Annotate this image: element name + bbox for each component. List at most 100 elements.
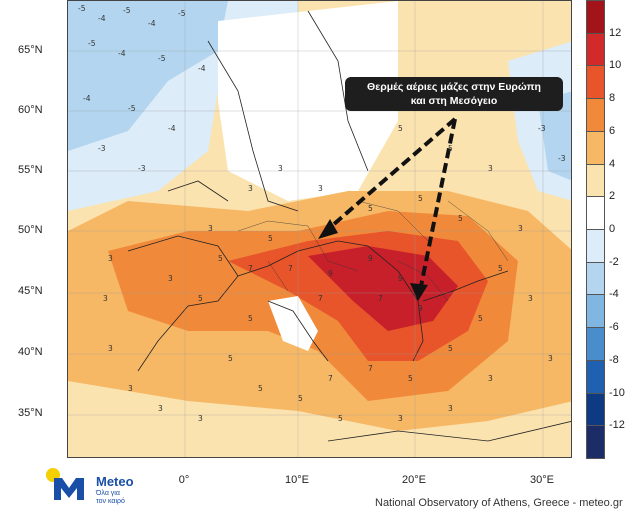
footer-credit: National Observatory of Athens, Greece -… xyxy=(375,497,623,509)
contour-value-label: 5 xyxy=(478,314,483,323)
contour-value-label: 3 xyxy=(248,184,253,193)
contour-value-label: 3 xyxy=(548,354,553,363)
hot-core-balkans xyxy=(308,246,458,331)
contour-value-label: 3 xyxy=(108,254,113,263)
logo-name: Meteo xyxy=(96,474,134,489)
arrow-to-central-europe xyxy=(324,117,457,233)
legend-label: 10 xyxy=(609,59,622,72)
contour-value-labels: -5 -4 -5 -4 -5 -5 -4 -5 -4 -4 -5 -4 -3 -3 3 3 3 3 3 3 3 5 5 7 5 7… xyxy=(78,4,566,423)
legend-swatch xyxy=(586,163,605,198)
meteo-logo: Meteo Όλα για τον καιρό xyxy=(44,466,154,506)
contour-value-label: 5 xyxy=(368,204,373,213)
annotation-box: Θερμές αέριες μάζες στην Ευρώπη και στη … xyxy=(345,77,563,111)
contour-value-label: 5 xyxy=(448,344,453,353)
legend-swatch xyxy=(586,0,605,34)
legend-label: -8 xyxy=(609,353,619,366)
contour-value-label: 5 xyxy=(498,264,503,273)
contour-value-label: 3 xyxy=(108,344,113,353)
map-canvas: -5 -4 -5 -4 -5 -5 -4 -5 -4 -4 -5 -4 -3 -3 3 3 3 3 3 3 3 5 5 7 5 7… xyxy=(68,1,571,457)
legend-label: 0 xyxy=(609,223,616,235)
contour-value-label: 7 xyxy=(378,294,383,303)
logo-tagline: Όλα για τον καιρό xyxy=(96,490,136,506)
contour-value-label: 7 xyxy=(368,364,373,373)
contour-value-label: 5 xyxy=(228,354,233,363)
contour-value-label: 5 xyxy=(218,254,223,263)
contour-value-label: 3 xyxy=(398,414,403,423)
contour-value-label: -3 xyxy=(138,164,146,173)
contour-value-label: 3 xyxy=(103,294,108,303)
contour-value-label: -4 xyxy=(168,124,176,133)
contour-value-label: -3 xyxy=(558,154,566,163)
logo-tagline-line-2: τον καιρό xyxy=(96,498,125,505)
contour-value-label: 5 xyxy=(338,414,343,423)
legend-swatch xyxy=(586,261,605,296)
contour-value-label: 3 xyxy=(278,164,283,173)
contour-value-label: 3 xyxy=(318,184,323,193)
legend-swatch xyxy=(586,327,605,361)
lon-label-20e: 20°E xyxy=(402,474,426,486)
legend-swatch xyxy=(586,130,605,165)
legend-label: -6 xyxy=(609,321,619,334)
contour-value-label: 5 xyxy=(408,374,413,383)
cool-anomaly-core xyxy=(68,1,228,151)
lat-label-60: 60°N xyxy=(18,104,43,116)
contour-value-label: 9 xyxy=(418,304,423,313)
legend-swatch xyxy=(586,359,605,394)
arrowhead-central-europe xyxy=(318,219,338,239)
legend-label: 6 xyxy=(609,124,616,137)
contour-value-label: 3 xyxy=(128,384,133,393)
contour-value-label: 3 xyxy=(488,374,493,383)
contour-value-label: -4 xyxy=(148,19,156,28)
legend-swatch xyxy=(586,32,605,67)
legend-label: 2 xyxy=(609,190,616,203)
contour-value-label: -4 xyxy=(198,64,206,73)
lat-label-55: 55°N xyxy=(18,164,43,176)
coastlines xyxy=(127,10,571,442)
contour-value-label: 7 xyxy=(248,264,253,273)
contour-value-label: 5 xyxy=(258,384,263,393)
legend-label: 4 xyxy=(609,157,616,170)
logo-tagline-line-1: Όλα για xyxy=(96,490,120,497)
lat-label-45: 45°N xyxy=(18,285,43,297)
contour-value-label: 3 xyxy=(208,224,213,233)
contour-value-label: 5 xyxy=(448,144,453,153)
legend-swatch xyxy=(586,98,605,132)
legend-swatch xyxy=(586,294,605,329)
anomaly-map: -5 -4 -5 -4 -5 -5 -4 -5 -4 -4 -5 -4 -3 -3 3 3 3 3 3 3 3 5 5 7 5 7… xyxy=(67,0,572,458)
contour-value-label: 7 xyxy=(328,374,333,383)
contour-value-label: 5 xyxy=(248,314,253,323)
contour-value-label: 3 xyxy=(528,294,533,303)
contour-value-label: -4 xyxy=(118,49,126,58)
legend-label: 8 xyxy=(609,92,616,105)
legend-label: -12 xyxy=(609,419,625,432)
annotation-line-2: και στη Μεσόγειο xyxy=(410,95,498,107)
contour-value-label: 3 xyxy=(198,414,203,423)
lat-label-65: 65°N xyxy=(18,44,43,56)
annotation-line-1: Θερμές αέριες μάζες στην Ευρώπη xyxy=(367,81,541,93)
logo-m-mark-icon xyxy=(54,478,84,500)
arrows xyxy=(324,117,457,292)
contour-value-label: 5 xyxy=(268,234,273,243)
contour-value-label: -3 xyxy=(98,144,106,153)
contour-value-label: -4 xyxy=(98,14,106,23)
legend-swatch xyxy=(586,425,605,459)
contour-value-label: 3 xyxy=(168,274,173,283)
contour-value-label: 9 xyxy=(368,254,373,263)
neutral-pocket-italy xyxy=(268,296,318,351)
contour-value-label: 5 xyxy=(458,214,463,223)
contour-value-label: 3 xyxy=(158,404,163,413)
lon-label-10e: 10°E xyxy=(285,474,309,486)
contour-value-label: 9 xyxy=(328,269,333,278)
borders xyxy=(237,200,509,302)
legend-swatch xyxy=(586,196,605,230)
cool-anomaly-east-core xyxy=(538,91,571,181)
contour-value-label: -5 xyxy=(128,104,136,113)
contour-value-label: 3 xyxy=(518,224,523,233)
legend-label: -4 xyxy=(609,288,619,301)
legend-swatch xyxy=(586,392,605,427)
lat-label-40: 40°N xyxy=(18,346,43,358)
contour-value-label: 5 xyxy=(198,294,203,303)
lon-label-0: 0° xyxy=(178,474,190,486)
graticule xyxy=(68,1,571,457)
contour-value-label: 9 xyxy=(398,274,403,283)
